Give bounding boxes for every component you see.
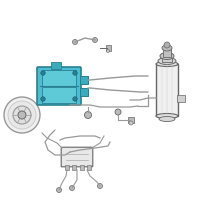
Ellipse shape	[158, 58, 176, 64]
Bar	[80, 88, 88, 96]
Circle shape	[129, 121, 133, 125]
Bar	[80, 76, 88, 84]
Bar	[163, 48, 171, 57]
Bar	[42, 70, 76, 86]
Circle shape	[73, 97, 77, 101]
Circle shape	[164, 42, 170, 48]
Ellipse shape	[160, 52, 174, 60]
Bar	[80, 165, 84, 170]
Ellipse shape	[159, 116, 175, 121]
Circle shape	[18, 111, 26, 119]
Bar	[51, 62, 61, 69]
FancyBboxPatch shape	[37, 67, 81, 105]
Circle shape	[73, 71, 77, 75]
Circle shape	[41, 71, 45, 75]
Circle shape	[98, 184, 102, 188]
Bar	[156, 64, 178, 116]
Circle shape	[115, 109, 121, 115]
Bar	[65, 165, 69, 170]
Circle shape	[92, 38, 98, 43]
Bar	[42, 87, 76, 103]
Ellipse shape	[156, 114, 178, 118]
Circle shape	[13, 106, 31, 124]
Circle shape	[72, 40, 78, 45]
Circle shape	[70, 186, 74, 190]
FancyBboxPatch shape	[61, 147, 93, 167]
Circle shape	[41, 97, 45, 101]
Ellipse shape	[156, 62, 178, 66]
Circle shape	[8, 101, 36, 129]
Ellipse shape	[162, 45, 172, 51]
Circle shape	[4, 97, 40, 133]
Circle shape	[106, 49, 110, 52]
Bar	[177, 95, 185, 102]
Bar	[87, 165, 91, 170]
Circle shape	[57, 188, 62, 192]
Circle shape	[84, 112, 92, 118]
Bar	[162, 56, 172, 62]
Bar	[106, 45, 111, 51]
Bar	[128, 117, 134, 123]
Bar	[72, 165, 76, 170]
